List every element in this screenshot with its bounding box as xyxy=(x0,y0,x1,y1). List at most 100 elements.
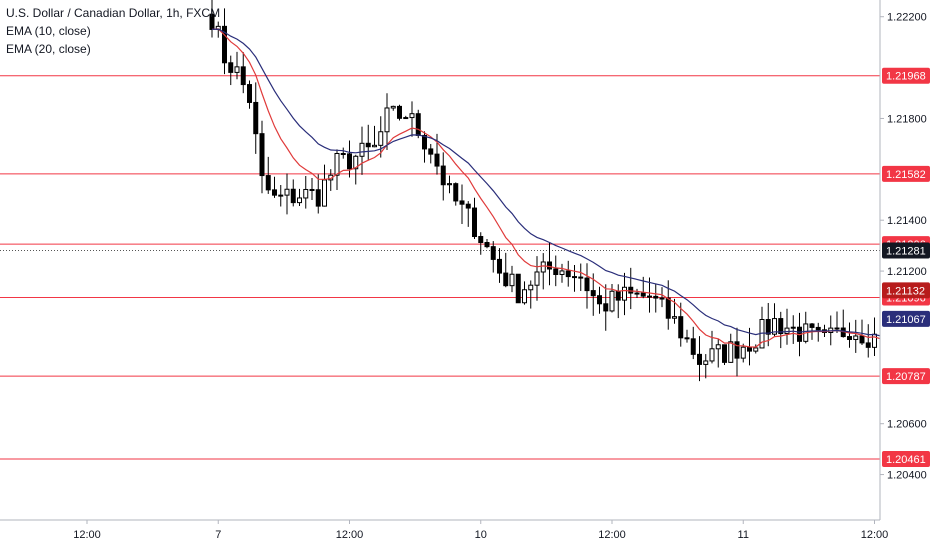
candle[interactable] xyxy=(540,253,546,290)
candle[interactable] xyxy=(390,105,396,111)
candle[interactable] xyxy=(590,273,596,316)
candle[interactable] xyxy=(703,354,709,379)
candle[interactable] xyxy=(653,283,659,313)
candle[interactable] xyxy=(397,104,402,121)
candle[interactable] xyxy=(572,265,577,292)
candle[interactable] xyxy=(553,255,559,287)
candle[interactable] xyxy=(734,327,740,377)
candle[interactable] xyxy=(353,154,359,185)
candle[interactable] xyxy=(378,116,384,158)
price-badge[interactable] xyxy=(882,282,930,299)
candle[interactable] xyxy=(690,326,696,360)
candle[interactable] xyxy=(284,173,290,215)
candle[interactable] xyxy=(528,280,534,309)
candle[interactable] xyxy=(559,263,565,283)
candle[interactable] xyxy=(372,125,377,148)
candle[interactable] xyxy=(622,272,627,316)
candle[interactable] xyxy=(365,124,371,161)
candle[interactable] xyxy=(322,164,327,207)
candle[interactable] xyxy=(503,252,509,288)
candle[interactable] xyxy=(522,281,527,305)
candle[interactable] xyxy=(259,120,265,194)
level-badge[interactable] xyxy=(882,368,930,385)
candle[interactable] xyxy=(478,232,484,255)
candle[interactable] xyxy=(628,267,634,310)
candle[interactable] xyxy=(472,197,477,240)
candle[interactable] xyxy=(565,260,571,287)
candle[interactable] xyxy=(328,169,334,191)
candle[interactable] xyxy=(722,344,727,366)
candle[interactable] xyxy=(753,344,759,354)
candle[interactable] xyxy=(465,201,471,227)
candle[interactable] xyxy=(265,156,271,194)
candle[interactable] xyxy=(609,283,615,313)
candle[interactable] xyxy=(534,256,540,301)
candle[interactable] xyxy=(272,176,277,198)
candle[interactable] xyxy=(209,0,215,38)
level-badge[interactable] xyxy=(882,165,930,182)
candle[interactable] xyxy=(447,175,452,194)
candle[interactable] xyxy=(459,184,465,225)
level-badge[interactable] xyxy=(882,67,930,84)
candle[interactable] xyxy=(297,188,302,206)
candle[interactable] xyxy=(728,333,734,363)
candle[interactable] xyxy=(315,174,321,214)
candle[interactable] xyxy=(847,322,852,348)
candle[interactable] xyxy=(490,241,496,273)
candle[interactable] xyxy=(840,309,846,338)
candle[interactable] xyxy=(359,126,365,175)
candle[interactable] xyxy=(247,80,252,109)
candle[interactable] xyxy=(584,263,590,309)
candle[interactable] xyxy=(547,242,552,286)
candle[interactable] xyxy=(684,329,690,343)
candle[interactable] xyxy=(334,149,340,190)
candle[interactable] xyxy=(278,185,284,207)
candle[interactable] xyxy=(678,302,684,347)
candle[interactable] xyxy=(228,55,234,86)
candle[interactable] xyxy=(865,324,871,358)
candle[interactable] xyxy=(778,311,784,349)
candle[interactable] xyxy=(497,248,502,283)
candle[interactable] xyxy=(340,147,346,159)
candle[interactable] xyxy=(859,319,865,346)
candle[interactable] xyxy=(303,175,309,209)
price-badge[interactable] xyxy=(882,242,930,259)
candle[interactable] xyxy=(765,302,771,347)
candle[interactable] xyxy=(597,286,602,314)
candle[interactable] xyxy=(659,287,665,308)
candle[interactable] xyxy=(222,8,227,75)
candle[interactable] xyxy=(290,179,296,207)
candle[interactable] xyxy=(403,115,409,120)
candle[interactable] xyxy=(834,311,840,333)
candle[interactable] xyxy=(647,277,652,313)
price-badge[interactable] xyxy=(882,310,930,327)
candle[interactable] xyxy=(428,143,434,164)
candle[interactable] xyxy=(784,308,790,345)
candle[interactable] xyxy=(453,182,459,206)
candle[interactable] xyxy=(803,311,809,344)
candle[interactable] xyxy=(578,263,584,291)
candle[interactable] xyxy=(515,273,521,304)
candle[interactable] xyxy=(772,303,777,337)
candle[interactable] xyxy=(347,140,352,178)
candle[interactable] xyxy=(853,319,859,353)
candle[interactable] xyxy=(409,101,415,137)
candle[interactable] xyxy=(240,52,246,94)
candle[interactable] xyxy=(309,178,315,201)
candle[interactable] xyxy=(384,93,390,151)
candle[interactable] xyxy=(790,315,796,344)
candle[interactable] xyxy=(484,239,490,249)
candle[interactable] xyxy=(615,284,621,319)
candle[interactable] xyxy=(634,288,640,298)
candle[interactable] xyxy=(509,265,515,293)
level-badge[interactable] xyxy=(882,451,930,468)
candle[interactable] xyxy=(715,338,721,368)
candle[interactable] xyxy=(415,109,421,139)
candle[interactable] xyxy=(253,82,259,154)
candle[interactable] xyxy=(440,152,446,201)
candle[interactable] xyxy=(740,343,746,363)
candle[interactable] xyxy=(709,330,715,364)
candle[interactable] xyxy=(815,322,821,342)
